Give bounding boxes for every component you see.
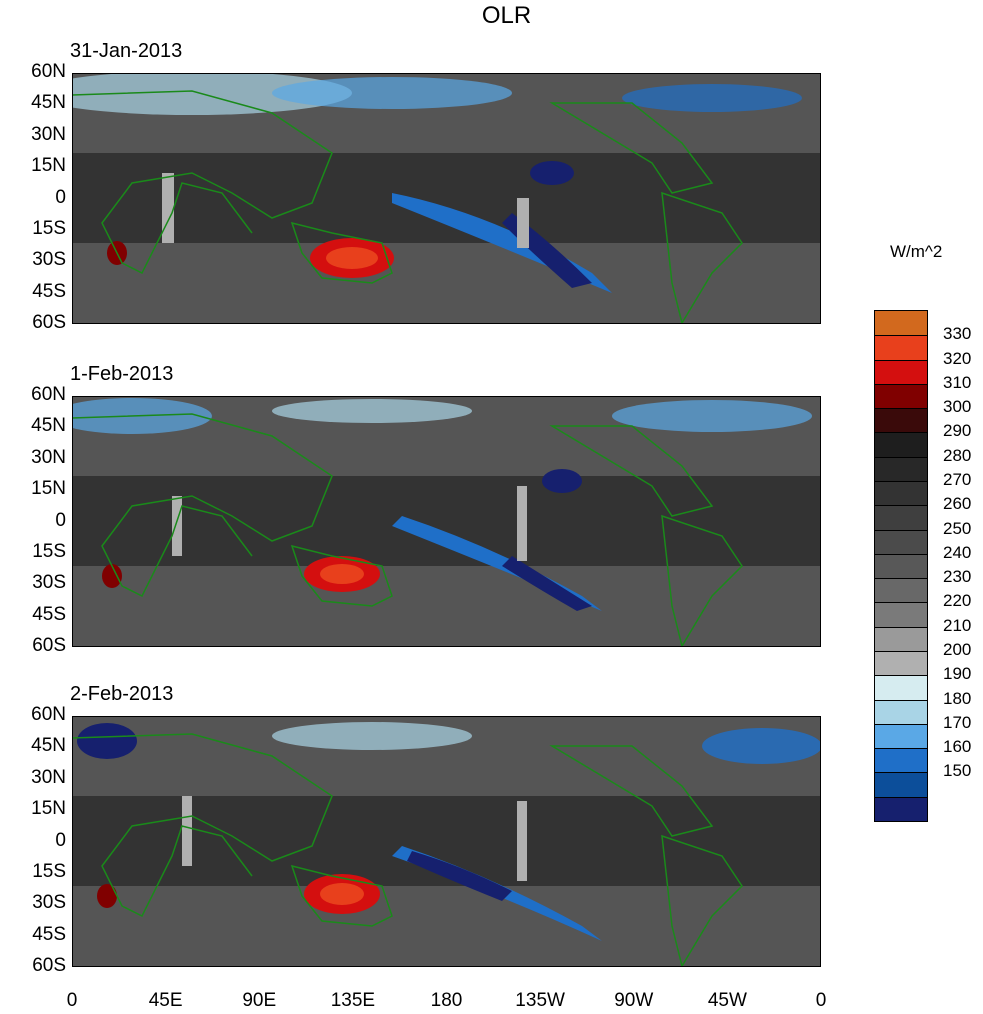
colorbar-swatch (875, 383, 927, 409)
colorbar-swatch (875, 723, 927, 749)
colorbar-tick-label: 280 (943, 445, 972, 465)
colorbar-swatch (875, 651, 927, 676)
colorbar-swatch (875, 748, 927, 773)
lon-label: 90W (614, 990, 654, 1011)
colorbar-tick-label: 200 (943, 640, 972, 659)
olr-map-panel-2 (72, 396, 821, 647)
colorbar-tick-label: 320 (943, 348, 972, 368)
colorbar-tick-label: 170 (943, 712, 972, 732)
colorbar (874, 310, 928, 822)
lon-label: 90E (242, 990, 277, 1011)
lat-label: 15S (32, 217, 66, 239)
colorbar-tick-label: 260 (943, 494, 972, 514)
colorbar-swatch (875, 699, 927, 724)
colorbar-swatch (875, 626, 927, 651)
lon-label: 45E (148, 990, 183, 1011)
colorbar-swatch (875, 529, 927, 554)
olr-map-panel-1 (72, 73, 821, 324)
lat-label: 45S (32, 603, 66, 625)
colorbar-swatch (875, 675, 927, 700)
lat-label: 60S (32, 635, 66, 656)
lat-label: 30S (32, 572, 66, 594)
lat-label: 60S (32, 312, 66, 333)
colorbar-tick-label: 220 (943, 591, 972, 611)
lat-label: 45N (31, 92, 66, 114)
lat-label: 45N (31, 415, 66, 437)
colorbar-swatch (875, 456, 927, 481)
colorbar-tick-label: 190 (943, 664, 972, 684)
panel-date-2: 1-Feb-2013 (70, 363, 174, 385)
colorbar-tick-label: 240 (943, 542, 972, 562)
colorbar-swatch (875, 432, 927, 457)
colorbar-swatch (875, 481, 927, 506)
lat-label: 45S (32, 280, 66, 302)
lat-label: 15N (31, 798, 66, 820)
panel-date-3: 2-Feb-2013 (70, 683, 174, 705)
colorbar-swatch (875, 311, 927, 336)
lat-label: 15S (32, 860, 66, 882)
lat-label: 30N (31, 766, 66, 788)
lat-label: 30S (32, 249, 66, 271)
lat-label: 15S (32, 540, 66, 562)
colorbar-tick-label: 310 (943, 372, 972, 392)
lat-label: 15N (31, 478, 66, 500)
panel-date-1: 31-Jan-2013 (70, 40, 183, 62)
lat-label: 30S (32, 892, 66, 914)
lat-label: 60N (31, 61, 66, 82)
colorbar-tick-label: 230 (943, 567, 972, 587)
colorbar-tick-label: 290 (943, 421, 972, 441)
lon-label: 180 (430, 990, 463, 1011)
lat-label: 60N (31, 704, 66, 725)
colorbar-tick-label: 270 (943, 470, 972, 489)
colorbar-tick-label: 330 (943, 324, 972, 344)
colorbar-tick-label: 150 (943, 761, 972, 781)
lat-label: 45N (31, 735, 66, 757)
lat-label: 60N (31, 384, 66, 405)
lat-label: 0 (55, 829, 66, 851)
olr-map-panel-3 (72, 716, 821, 967)
colorbar-swatch (875, 505, 927, 530)
colorbar-tick-label: 250 (943, 518, 972, 538)
colorbar-tick-label: 210 (943, 615, 972, 635)
colorbar-swatch (875, 602, 927, 627)
figure-title: OLR (481, 2, 532, 29)
lon-label: 0 (815, 990, 827, 1011)
lat-label: 0 (55, 509, 66, 531)
lon-label: 135E (330, 990, 376, 1011)
colorbar-swatch (875, 553, 927, 579)
lat-label: 0 (55, 186, 66, 208)
lat-label: 30N (31, 123, 66, 145)
lon-label: 135W (515, 990, 565, 1011)
colorbar-swatch (875, 359, 927, 384)
colorbar-swatch (875, 408, 927, 433)
lat-label: 30N (31, 446, 66, 468)
colorbar-swatch (875, 578, 927, 603)
lon-label: 45W (707, 990, 747, 1011)
lat-label: 60S (32, 955, 66, 976)
lon-label: 0 (66, 990, 78, 1011)
colorbar-unit: W/m^2 (890, 242, 943, 261)
colorbar-tick-label: 300 (943, 397, 972, 417)
colorbar-swatch (875, 796, 927, 821)
colorbar-swatch (875, 335, 927, 360)
colorbar-tick-label: 160 (943, 737, 972, 757)
colorbar-swatch (875, 772, 927, 797)
colorbar-tick-label: 180 (943, 688, 972, 708)
lat-label: 45S (32, 923, 66, 945)
lat-label: 15N (31, 155, 66, 177)
